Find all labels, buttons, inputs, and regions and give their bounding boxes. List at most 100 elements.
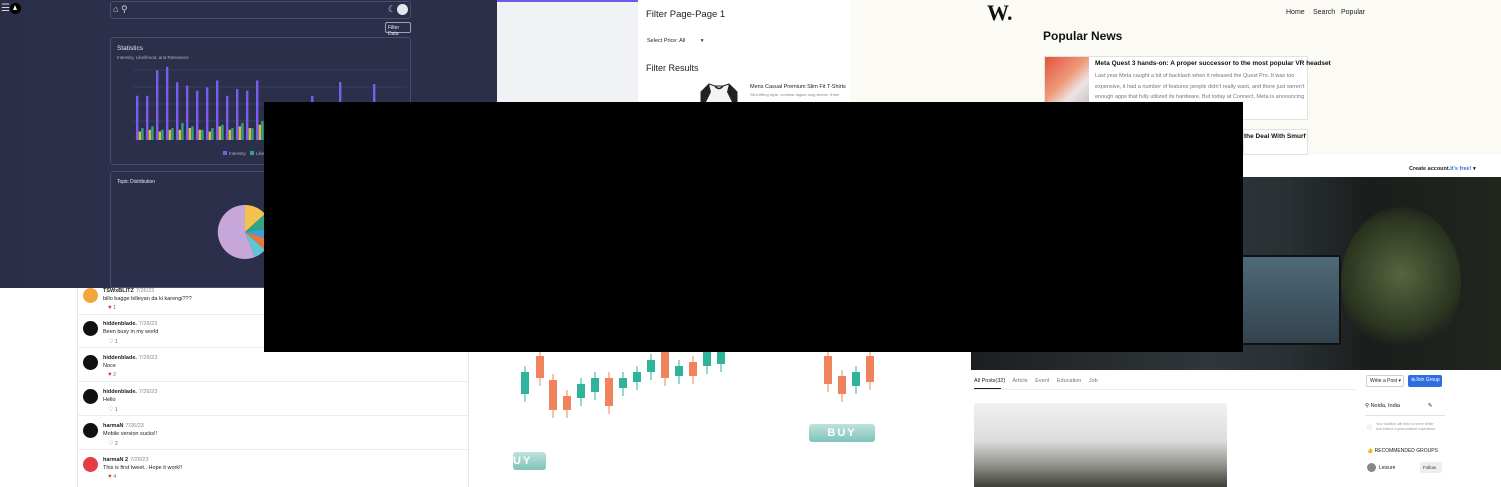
nav-home[interactable]: Home (1286, 9, 1305, 16)
candle-body (549, 380, 557, 410)
heart-icon[interactable]: ♥ (108, 474, 112, 480)
buy-button[interactable]: BUY (809, 424, 875, 442)
tab-event[interactable]: Event (1035, 378, 1050, 384)
product-name[interactable]: Mens Casual Premium Slim Fit T-Shirts (750, 84, 846, 90)
top-search-bar[interactable]: ⌂ ⚲ ☾ (110, 1, 411, 19)
chart-bar (181, 123, 184, 140)
comment-date: 7/26/23 (138, 389, 158, 395)
chart-bar (138, 131, 141, 140)
avatar[interactable] (83, 457, 98, 472)
candle-body (563, 396, 571, 410)
comment-author[interactable]: harmaN 2 7/26/23 (103, 457, 149, 463)
heart-icon[interactable]: ♥ (108, 372, 112, 378)
comment-author[interactable]: hiddenblade. 7/26/23 (103, 321, 158, 327)
join-group-button[interactable]: ⊕Join Group (1408, 375, 1442, 387)
filter-data-button[interactable]: Filter Data (385, 22, 411, 37)
like-control[interactable]: ♡ 2 (108, 440, 118, 447)
tab-education[interactable]: Education (1056, 378, 1082, 384)
buy-button-left[interactable]: UY (513, 452, 546, 470)
edit-icon[interactable]: ✎ (1427, 403, 1433, 409)
filter-pane (638, 0, 850, 102)
write-post-button[interactable]: Write a Post ▾ (1366, 375, 1404, 387)
comment-author[interactable]: TSWxBLITZ 7/26/23 (103, 288, 155, 294)
chart-bar (248, 128, 251, 140)
tab-job[interactable]: Job (1088, 378, 1098, 384)
like-control[interactable]: ♥ 2 (108, 372, 116, 378)
news-article-card[interactable]: Meta Quest 3 hands-on: A proper successo… (1044, 56, 1331, 121)
join-group-label: Join Group (1415, 377, 1440, 383)
create-account-link[interactable]: Create account.It's free! ▾ (1409, 166, 1476, 172)
active-tab-underline (974, 388, 1001, 389)
article-title[interactable]: Meta Quest 3 hands-on: A proper successo… (1095, 60, 1331, 67)
heart-icon[interactable]: ♡ (108, 441, 114, 447)
chevron-down-icon: ▾ (700, 38, 704, 44)
follow-button[interactable]: Follow (1420, 462, 1442, 473)
post-image[interactable] (974, 403, 1227, 487)
location-text: Noida, India (1370, 403, 1400, 409)
filter-results-title: Filter Results (646, 63, 699, 73)
location-field[interactable]: ⚲ Noida, India ✎ (1365, 403, 1433, 409)
tab-all-posts[interactable]: All Posts(32) (974, 378, 1006, 384)
avatar[interactable] (83, 288, 98, 303)
community-panel: All Posts(32) Article Event Education Jo… (971, 370, 1501, 487)
comment-author[interactable]: harmaN 7/26/23 (103, 423, 144, 429)
avatar[interactable] (83, 321, 98, 336)
comment-text: Been busy in my world (103, 329, 159, 335)
like-control[interactable]: ♥ 1 (108, 305, 116, 311)
candle-body (577, 384, 585, 398)
comment-author[interactable]: hiddenblade. 7/26/23 (103, 389, 158, 395)
comment-date: 7/26/23 (135, 288, 155, 294)
nav-search[interactable]: Search (1313, 9, 1336, 16)
nav-popular[interactable]: Popular (1341, 9, 1366, 16)
theme-toggle-icon[interactable]: ☾ (387, 4, 396, 14)
divider (971, 389, 1356, 390)
logo-icon[interactable] (10, 3, 21, 14)
search-icon[interactable]: ⚲ (121, 4, 128, 14)
news-article-card[interactable]: the Deal With Smurf (1243, 129, 1308, 155)
comment-author[interactable]: hiddenblade. 7/26/23 (103, 355, 158, 361)
home-icon[interactable]: ⌂ (113, 4, 119, 14)
chart-bar (191, 126, 194, 140)
divider (1365, 415, 1445, 416)
comment-text: Hello (103, 397, 116, 403)
candlestick-chart (521, 352, 874, 418)
candle-body (619, 378, 627, 388)
create-account-label: Create account. (1409, 166, 1451, 172)
legend-swatch-likelihood (250, 151, 255, 155)
heart-icon[interactable]: ♡ (108, 339, 114, 345)
recommended-groups-heading: 👍 RECOMMENDED GROUPS (1367, 448, 1438, 454)
heart-icon[interactable]: ♥ (108, 305, 112, 311)
tab-article[interactable]: Article (1012, 378, 1028, 384)
pie-slice (217, 204, 255, 259)
chart-bar (201, 129, 204, 140)
menu-icon[interactable]: ☰ (1, 3, 10, 14)
chart-bar (226, 95, 229, 140)
article-title[interactable]: the Deal With Smurf (1244, 133, 1306, 140)
chart-bar (141, 128, 144, 140)
divider (77, 415, 469, 416)
avatar[interactable] (83, 355, 98, 370)
chart-bar (151, 126, 154, 140)
tshirt-image[interactable] (695, 82, 743, 102)
chart-bar (178, 129, 181, 140)
chart-bar (231, 128, 234, 140)
like-control[interactable]: ♡ 1 (108, 338, 118, 345)
price-select[interactable]: Select Price: All ▾ (647, 38, 704, 44)
avatar[interactable] (397, 4, 408, 15)
avatar[interactable] (83, 423, 98, 438)
heart-icon[interactable]: ♡ (108, 407, 114, 413)
candle-body (689, 362, 697, 376)
chart-bar (188, 128, 191, 140)
comment-date: 7/26/23 (138, 321, 158, 327)
site-logo[interactable]: W. (987, 0, 1013, 25)
like-count: 1 (113, 305, 117, 311)
like-control[interactable]: ♡ 1 (108, 406, 118, 413)
avatar[interactable] (83, 389, 98, 404)
chart-bar (158, 131, 161, 140)
group-item[interactable]: Leisure (1367, 463, 1395, 472)
chart-bar (238, 126, 241, 140)
chart-bar (148, 129, 151, 140)
like-control[interactable]: ♥ 4 (108, 474, 116, 480)
candle-body (591, 378, 599, 392)
pie-slice (245, 205, 265, 232)
